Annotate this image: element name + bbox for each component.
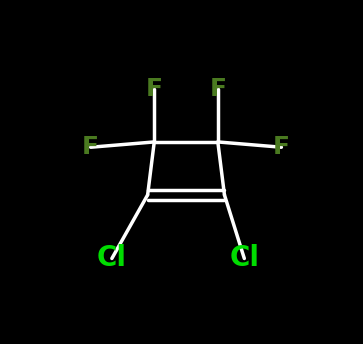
Text: Cl: Cl [97, 245, 127, 272]
Text: F: F [82, 135, 99, 159]
Text: Cl: Cl [229, 245, 259, 272]
Text: F: F [146, 77, 163, 101]
Text: F: F [273, 135, 290, 159]
Text: F: F [209, 77, 226, 101]
